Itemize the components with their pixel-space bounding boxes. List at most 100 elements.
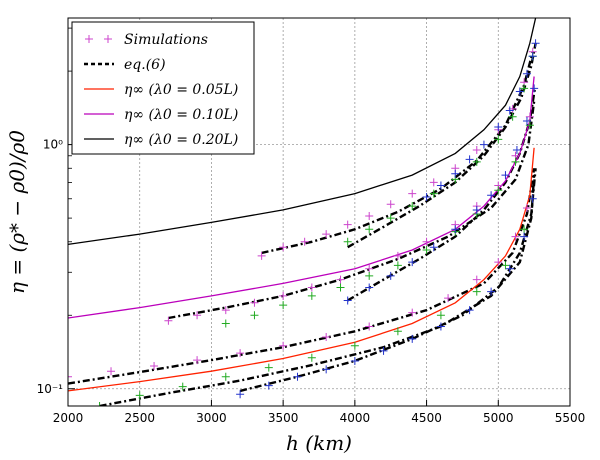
legend-label: η∞ (λ0 = 0.20L) xyxy=(124,132,238,148)
simulation-point xyxy=(236,349,245,358)
plot-border xyxy=(67,17,571,407)
simulation-point xyxy=(494,123,503,132)
simulation-point xyxy=(250,298,259,307)
simulation-point xyxy=(178,382,187,391)
simulation-point xyxy=(508,112,517,121)
simulation-point xyxy=(107,367,116,376)
simulation-point xyxy=(221,372,230,381)
simulation-point xyxy=(393,251,402,260)
simulation-point xyxy=(512,146,521,155)
simulation-point xyxy=(408,258,417,267)
simulation-point xyxy=(494,258,503,267)
simulation-point xyxy=(436,181,445,190)
simulation-point xyxy=(505,264,514,273)
axis-ticks: 2000 2500 3000 3500 4000 4500 5000 5500 10⁻¹ 10⁰ xyxy=(37,27,586,425)
simulation-point xyxy=(257,251,266,260)
x-tick-label: 4000 xyxy=(340,411,371,425)
simulation-point xyxy=(386,200,395,209)
simulation-point xyxy=(221,306,230,315)
simulation-point xyxy=(343,220,352,229)
simulation-point xyxy=(365,225,374,234)
simulation-point xyxy=(531,39,540,48)
simulation-point xyxy=(429,189,438,198)
eq6-curve xyxy=(239,168,537,393)
simulation-point xyxy=(379,346,388,355)
simulation-point xyxy=(193,356,202,365)
simulation-point xyxy=(408,334,417,343)
x-tick-label: 5000 xyxy=(483,411,514,425)
simulation-point xyxy=(307,283,316,292)
simulation-point xyxy=(193,311,202,320)
simulation-point xyxy=(264,381,273,390)
x-tick-label: 3500 xyxy=(268,411,299,425)
simulation-point xyxy=(472,275,481,284)
simulation-point xyxy=(135,391,144,400)
simulation-point xyxy=(465,155,474,164)
legend-label: η∞ (λ0 = 0.05L) xyxy=(124,82,238,98)
simulation-markers xyxy=(68,39,540,406)
simulation-point xyxy=(528,194,537,203)
legend-item-sim: Simulations xyxy=(85,32,208,48)
simulation-point xyxy=(520,232,529,241)
simulation-point xyxy=(436,311,445,320)
simulation-point xyxy=(429,243,438,252)
simulation-point xyxy=(525,112,534,121)
simulation-point xyxy=(150,361,159,370)
eq6-curve xyxy=(347,88,537,302)
legend-item-eq6: eq.(6) xyxy=(84,57,166,73)
simulation-point xyxy=(487,191,496,200)
eq6-curve xyxy=(347,43,537,249)
legend-item-l020: η∞ (λ0 = 0.20L) xyxy=(84,132,238,148)
eq6-curve xyxy=(168,101,536,320)
simulation-point xyxy=(322,332,331,341)
y-axis-label: η = (ρ* − ρ0)/ρ0 xyxy=(5,130,29,294)
legend-box xyxy=(71,21,255,155)
simulation-point xyxy=(336,275,345,284)
x-tick-label: 2500 xyxy=(124,411,155,425)
simulation-point xyxy=(365,212,374,221)
simulation-point xyxy=(422,237,431,246)
x-tick-label: 3000 xyxy=(196,411,227,425)
simulation-point xyxy=(494,186,503,195)
y-tick-label: 10⁰ xyxy=(43,138,63,152)
legend-marker xyxy=(85,35,93,43)
simulation-point xyxy=(293,372,302,381)
simulation-point xyxy=(525,121,534,130)
simulation-point xyxy=(307,353,316,362)
simulation-point xyxy=(511,232,520,241)
simulation-point xyxy=(386,271,395,280)
simulation-point xyxy=(487,287,496,296)
simulation-point xyxy=(279,291,288,300)
simulation-point xyxy=(236,390,245,399)
x-tick-label: 5500 xyxy=(555,411,586,425)
eta-inf-curve xyxy=(68,18,537,246)
simulation-point xyxy=(393,261,402,270)
simulation-point xyxy=(279,301,288,310)
x-axis-label: h (km) xyxy=(286,431,352,455)
simulation-point xyxy=(451,169,460,178)
legend-label: eq.(6) xyxy=(124,57,166,73)
legend-item-l005: η∞ (λ0 = 0.05L) xyxy=(84,82,238,98)
simulation-point xyxy=(472,205,481,214)
x-tick-label: 2000 xyxy=(53,411,84,425)
simulation-point xyxy=(422,193,431,202)
simulation-point xyxy=(221,319,230,328)
simulation-point xyxy=(343,296,352,305)
simulation-point xyxy=(386,214,395,223)
eq6-curve xyxy=(68,168,536,385)
x-tick-label: 4500 xyxy=(411,411,442,425)
simulation-point xyxy=(501,261,510,270)
simulation-point xyxy=(322,230,331,239)
simulation-point xyxy=(530,84,539,93)
simulation-point xyxy=(505,106,514,115)
legend-item-l010: η∞ (λ0 = 0.10L) xyxy=(84,107,238,123)
simulation-point xyxy=(522,69,531,78)
simulation-point xyxy=(472,146,481,155)
legend-label: Simulations xyxy=(124,32,208,48)
legend-label: η∞ (λ0 = 0.10L) xyxy=(124,107,238,123)
simulation-point xyxy=(501,171,510,180)
simulation-point xyxy=(408,189,417,198)
simulation-point xyxy=(365,283,374,292)
simulation-point xyxy=(451,225,460,234)
simulation-point xyxy=(494,135,503,144)
